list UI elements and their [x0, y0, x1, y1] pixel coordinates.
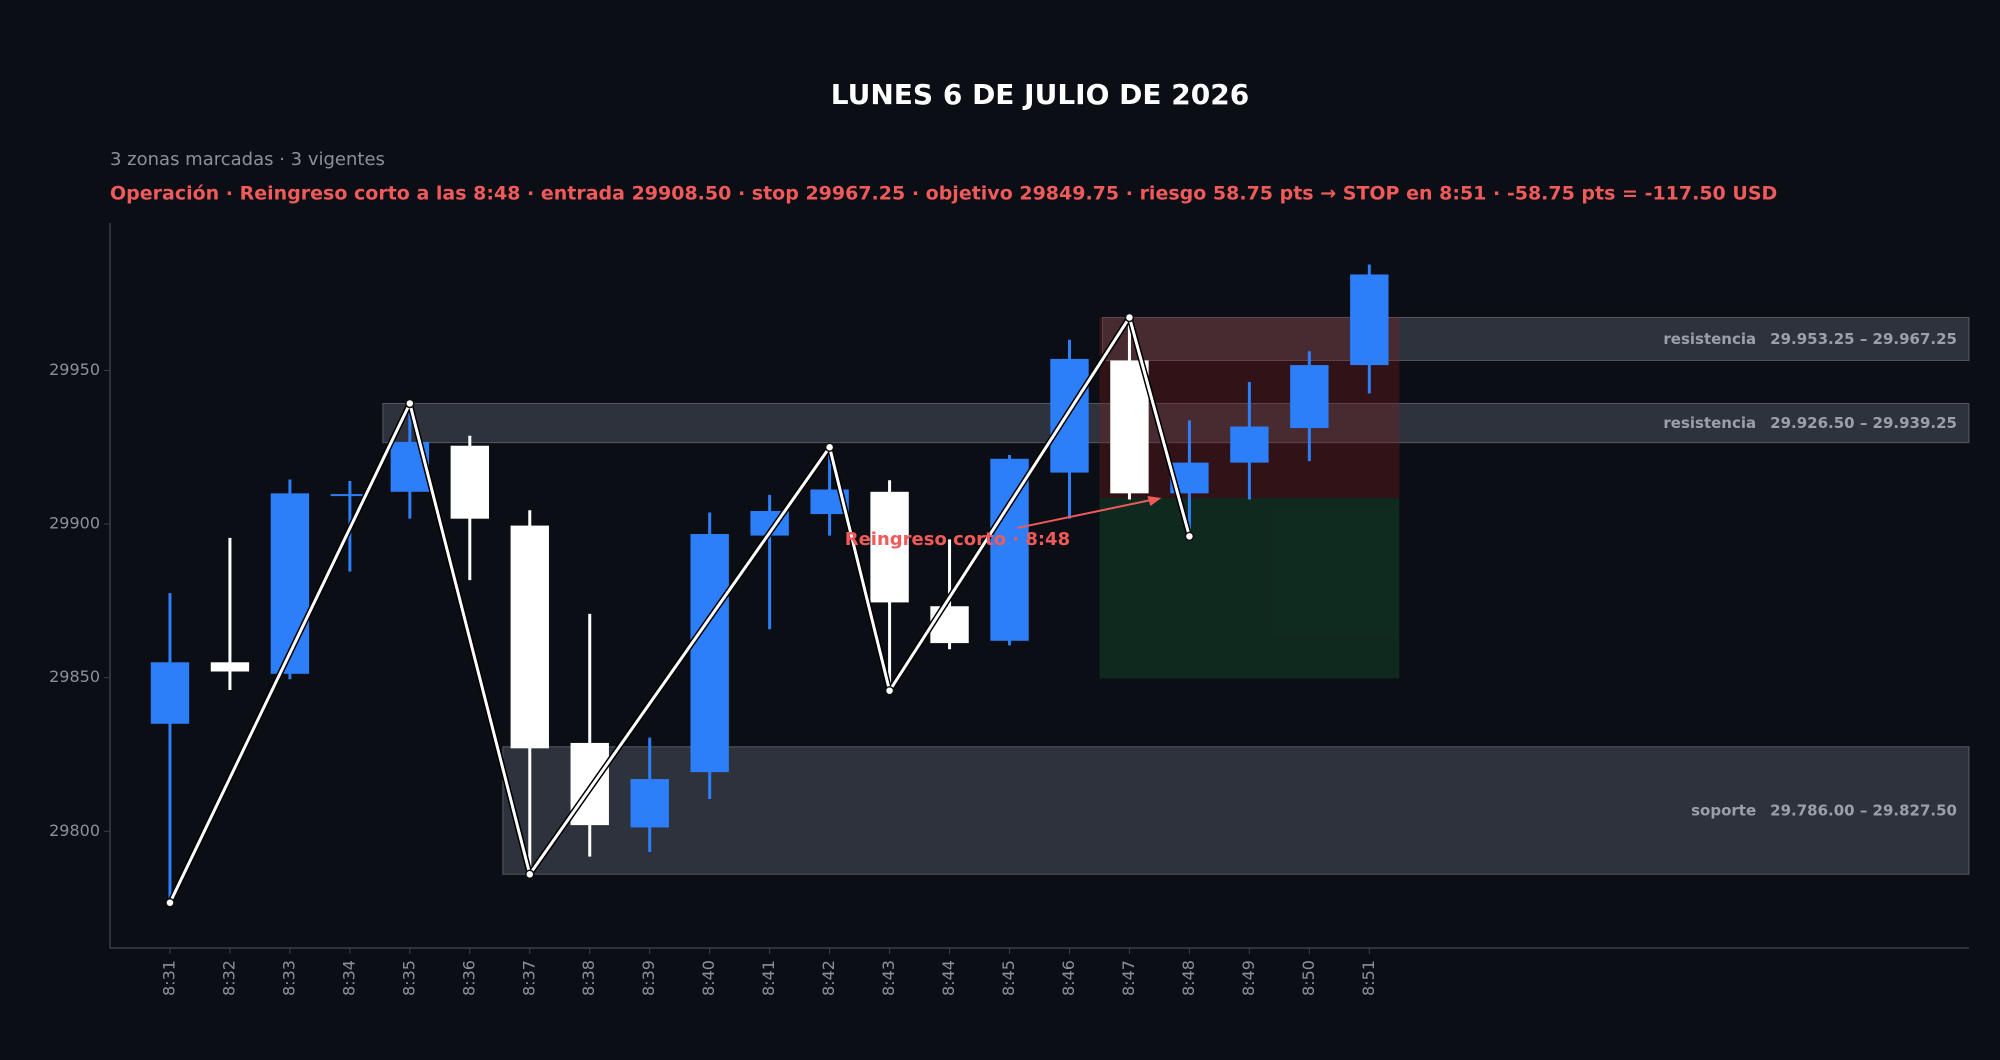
- candle-body: [690, 534, 729, 773]
- trade-summary: Operación · Reingreso corto a las 8:48 ·…: [110, 183, 1777, 205]
- zone-label: resistencia 29.926.50 – 29.939.25: [1663, 414, 1957, 432]
- annotation: Reingreso corto · 8:48: [845, 529, 1070, 550]
- x-tick-label: 8:47: [1119, 960, 1138, 996]
- x-tick-label: 8:48: [1179, 960, 1198, 996]
- candle-body: [630, 779, 669, 828]
- y-tick-label: 29900: [49, 514, 100, 533]
- x-tick-label: 8:49: [1239, 960, 1258, 996]
- candle-body: [1230, 426, 1269, 463]
- y-tick-label: 29950: [49, 360, 100, 379]
- candle-body: [450, 445, 489, 519]
- zone: [1101, 316, 1970, 361]
- x-tick-label: 8:37: [519, 960, 538, 996]
- x-tick-label: 8:43: [879, 960, 898, 996]
- zigzag-point: [824, 442, 835, 453]
- zigzag-point: [1184, 531, 1195, 542]
- candle-body: [1350, 274, 1389, 366]
- x-tick-label: 8:46: [1059, 960, 1078, 996]
- chart-title: LUNES 6 DE JULIO DE 2026: [831, 78, 1249, 111]
- y-tick-label: 29800: [49, 821, 100, 840]
- zone-label: soporte 29.786.00 – 29.827.50: [1691, 801, 1957, 819]
- x-tick-label: 8:36: [459, 960, 478, 996]
- candle-body: [330, 494, 370, 497]
- candle-body: [930, 606, 969, 644]
- zone-range: 29.926.50 – 29.939.25: [1770, 414, 1957, 432]
- zone-label: resistencia 29.953.25 – 29.967.25: [1663, 329, 1957, 347]
- x-tick-label: 8:41: [759, 960, 778, 996]
- candle-body: [870, 491, 909, 603]
- zigzag-point: [405, 398, 415, 409]
- candle-body: [150, 662, 190, 724]
- x-tick-label: 8:32: [219, 960, 238, 996]
- zone-range: 29.953.25 – 29.967.25: [1770, 329, 1957, 347]
- annotation-arrow: [1017, 498, 1152, 529]
- x-tick-label: 8:42: [819, 960, 838, 996]
- x-tick-label: 8:51: [1359, 960, 1378, 996]
- candle-body: [210, 662, 250, 672]
- zone-type: soporte: [1691, 801, 1756, 819]
- x-tick-label: 8:44: [939, 960, 958, 996]
- x-tick-label: 8:35: [399, 960, 418, 996]
- x-tick-label: 8:33: [279, 960, 298, 996]
- zigzag-point: [1124, 312, 1135, 323]
- x-tick-label: 8:50: [1299, 960, 1318, 996]
- candle-body: [270, 493, 310, 674]
- zone: [382, 402, 1970, 444]
- x-tick-label: 8:38: [579, 960, 598, 996]
- x-tick-label: 8:34: [339, 960, 358, 996]
- x-tick-label: 8:40: [699, 960, 718, 996]
- subtitle: 3 zonas marcadas · 3 vigentes: [110, 149, 385, 170]
- zone: [502, 746, 1970, 875]
- candle-body: [1290, 365, 1329, 429]
- zone-range: 29.786.00 – 29.827.50: [1770, 801, 1957, 819]
- candle-body: [1110, 360, 1149, 494]
- candle-body: [510, 525, 549, 749]
- annotation-arrowhead: [1147, 495, 1162, 506]
- x-tick-label: 8:31: [159, 960, 178, 996]
- zone-type: resistencia: [1663, 414, 1756, 432]
- x-tick-label: 8:39: [639, 960, 658, 996]
- zone-type: resistencia: [1663, 329, 1756, 347]
- zigzag-point: [884, 685, 895, 696]
- y-tick-label: 29850: [49, 667, 100, 686]
- zigzag-point: [165, 897, 175, 908]
- reward-box: [1099, 497, 1400, 679]
- zigzag-point: [525, 869, 535, 880]
- x-tick-label: 8:45: [999, 960, 1018, 996]
